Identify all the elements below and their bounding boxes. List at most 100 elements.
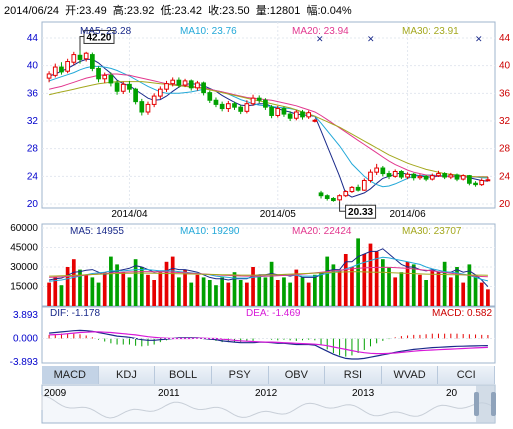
candle — [71, 51, 77, 65]
candle — [306, 110, 312, 119]
volume-bar — [207, 280, 212, 306]
tab-rsi[interactable]: RSI — [325, 366, 382, 384]
candle-body — [108, 74, 114, 84]
volume-bar — [177, 277, 181, 306]
candle-body — [71, 54, 77, 63]
timeline-handle-right[interactable] — [491, 392, 496, 416]
flag-marker[interactable]: ✕ — [367, 34, 375, 44]
candle-body — [219, 103, 225, 110]
volume-bar — [127, 277, 132, 306]
volume-bar — [84, 274, 89, 306]
candle-body — [213, 99, 219, 105]
volume-ma5-line — [48, 248, 489, 287]
candle — [300, 109, 305, 120]
candle-body — [411, 173, 417, 179]
volume-bar — [226, 282, 231, 306]
candle — [442, 172, 447, 180]
volume-bar — [430, 269, 435, 306]
timeline-selection[interactable] — [476, 385, 495, 423]
tab-wvad[interactable]: WVAD — [381, 366, 439, 384]
timeline-navigator[interactable] — [41, 384, 496, 424]
volume-bar — [436, 272, 441, 306]
candle — [52, 63, 58, 78]
candle — [293, 109, 299, 121]
volume-ma20-line — [49, 266, 488, 278]
volume-bar — [473, 274, 478, 306]
flag-marker[interactable]: ✕ — [475, 34, 483, 44]
legend-ma10: MA10: 23.76 — [180, 26, 237, 37]
volume-bar — [350, 267, 354, 306]
candle-body — [263, 99, 268, 108]
tab-boll[interactable]: BOLL — [155, 366, 212, 384]
timeline-handle-left[interactable] — [474, 392, 479, 416]
quote-high: 高:23.92 — [112, 5, 155, 17]
timeline-year-label: 2012 — [255, 388, 278, 399]
annotation-leader — [339, 201, 346, 212]
candle-body — [269, 106, 274, 116]
x-tick-label: 2014/05 — [260, 209, 297, 220]
y-tick-label-left: 36 — [27, 88, 39, 99]
timeline-year-label: 20 — [446, 388, 458, 399]
tab-psy[interactable]: PSY — [211, 366, 269, 384]
price-ma30-line — [48, 81, 488, 178]
candle — [250, 94, 256, 106]
candle — [318, 190, 324, 199]
volume-bar — [380, 259, 385, 306]
candle-body — [188, 80, 194, 89]
volume-bar — [201, 277, 206, 306]
candle — [361, 178, 367, 191]
volume-bar — [183, 269, 187, 306]
volume-bar — [195, 274, 200, 306]
volume-bar — [214, 285, 218, 306]
legend-ma30: MA30: 23.91 — [402, 26, 459, 37]
candle-body — [65, 61, 70, 72]
candle-body — [281, 108, 287, 115]
candle-body — [139, 101, 145, 113]
tab-obv[interactable]: OBV — [268, 366, 326, 384]
candle-body — [59, 66, 64, 73]
candle — [219, 101, 225, 112]
volume-bar — [300, 277, 305, 306]
candle — [157, 86, 163, 99]
candle — [151, 93, 157, 108]
candle-body — [429, 175, 435, 180]
candle-body — [207, 92, 213, 101]
volume-bar — [461, 282, 466, 306]
candle-body — [232, 103, 237, 108]
candle-body — [225, 103, 231, 110]
tab-macd[interactable]: MACD — [42, 366, 99, 384]
y-tick-label-left: 44 — [27, 33, 39, 44]
volume-bar — [442, 261, 447, 306]
candle-body — [46, 73, 52, 79]
candle-body — [405, 173, 410, 178]
volume-bar — [448, 277, 453, 306]
volume-bar — [467, 264, 472, 306]
volume-bar — [102, 272, 107, 306]
legend-dif: DIF: -1.178 — [50, 308, 100, 319]
legend-vol-ma10: MA10: 19290 — [180, 226, 240, 237]
volume-bar — [479, 282, 484, 306]
volume-bar — [275, 280, 280, 306]
volume-bar — [337, 269, 342, 306]
candle — [90, 52, 95, 72]
quote-close: 收:23.50 — [208, 5, 250, 17]
candle — [232, 101, 237, 110]
candle-body — [256, 97, 262, 101]
volume-bar — [486, 289, 490, 306]
y-tick-label-left: 0.000 — [13, 334, 38, 345]
candle — [312, 118, 318, 123]
x-tick-label: 2014/04 — [111, 209, 148, 220]
volume-bar — [152, 280, 157, 306]
volume-bar — [269, 261, 274, 306]
candle — [120, 81, 126, 95]
tab-kdj[interactable]: KDJ — [98, 366, 156, 384]
timeline-sparkline — [41, 394, 495, 419]
candle-body — [96, 67, 101, 80]
candle — [485, 176, 491, 182]
candle-body — [250, 97, 256, 105]
candle — [225, 100, 231, 113]
candle — [281, 106, 287, 117]
tab-cci[interactable]: CCI — [438, 366, 495, 384]
flag-marker[interactable]: ✕ — [316, 34, 324, 44]
